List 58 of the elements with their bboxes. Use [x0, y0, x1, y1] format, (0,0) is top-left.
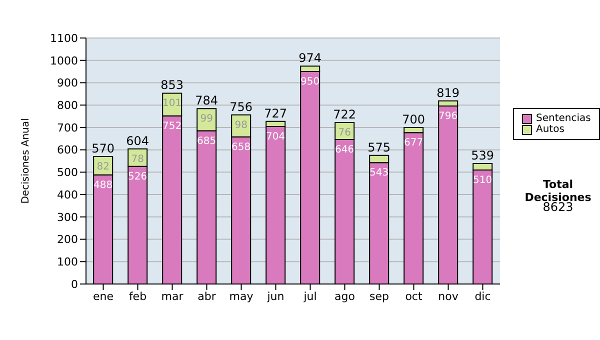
x-tick-label: jun	[266, 290, 284, 303]
y-tick-label: 600	[57, 144, 78, 157]
total-label: 756	[230, 100, 253, 114]
x-tick-label: may	[229, 290, 254, 303]
total-label: 974	[298, 51, 322, 66]
data-label: 76	[338, 128, 351, 139]
data-label: 677	[404, 138, 424, 149]
legend-label: Autos	[536, 124, 564, 135]
y-tick-label: 200	[57, 233, 78, 246]
x-tick-label: ene	[92, 290, 114, 303]
y-tick-label: 300	[57, 210, 78, 224]
y-tick-label: 400	[57, 188, 78, 202]
y-tick-label: 0	[71, 278, 78, 291]
data-label: 98	[234, 120, 248, 131]
total-label: 575	[368, 140, 391, 154]
data-label: 82	[96, 162, 110, 173]
x-tick-label: sep	[370, 290, 390, 303]
total-label: 722	[333, 108, 356, 122]
total-label: 570	[92, 142, 115, 156]
total-label: 819	[436, 86, 460, 100]
data-label: 752	[162, 120, 182, 132]
data-label: 950	[300, 76, 320, 88]
total-label: 700	[402, 112, 426, 126]
data-label: 488	[94, 180, 113, 191]
total-label: 727	[264, 106, 288, 120]
data-label: 685	[197, 136, 216, 147]
data-label: 101	[162, 98, 182, 110]
data-label: 646	[335, 144, 354, 156]
x-tick-label: oct	[405, 290, 423, 303]
y-tick-label: 500	[57, 166, 78, 180]
x-tick-label: feb	[128, 290, 147, 303]
data-label: 78	[131, 154, 144, 165]
data-label: 796	[438, 110, 458, 122]
data-label: 543	[370, 168, 389, 179]
total-label: 604	[126, 134, 150, 148]
y-tick-label: 700	[57, 121, 78, 134]
data-label: 99	[200, 114, 213, 125]
x-tick-label: dic	[474, 290, 491, 303]
total-label: 539	[471, 148, 494, 162]
y-axis-title: Decisiones Anual	[20, 118, 32, 204]
data-label: 704	[266, 132, 286, 143]
text: 8623	[542, 200, 574, 214]
legend-label: Sentencias	[536, 113, 591, 124]
data-label: 510	[473, 174, 492, 186]
y-tick-label: 1100	[50, 32, 78, 45]
data-label: 526	[128, 171, 148, 182]
y-tick-label: 100	[57, 256, 78, 269]
total-label: 853	[160, 78, 184, 92]
x-tick-label: mar	[161, 290, 184, 303]
x-tick-label: nov	[438, 290, 459, 303]
x-tick-label: ago	[334, 290, 356, 303]
y-tick-label: 900	[57, 76, 78, 90]
y-tick-label: 1000	[50, 54, 78, 68]
total-label: 784	[195, 94, 218, 108]
x-tick-label: abr	[198, 290, 216, 303]
data-label: 658	[232, 142, 251, 153]
x-tick-label: jul	[302, 290, 317, 303]
y-tick-label: 800	[57, 98, 78, 112]
